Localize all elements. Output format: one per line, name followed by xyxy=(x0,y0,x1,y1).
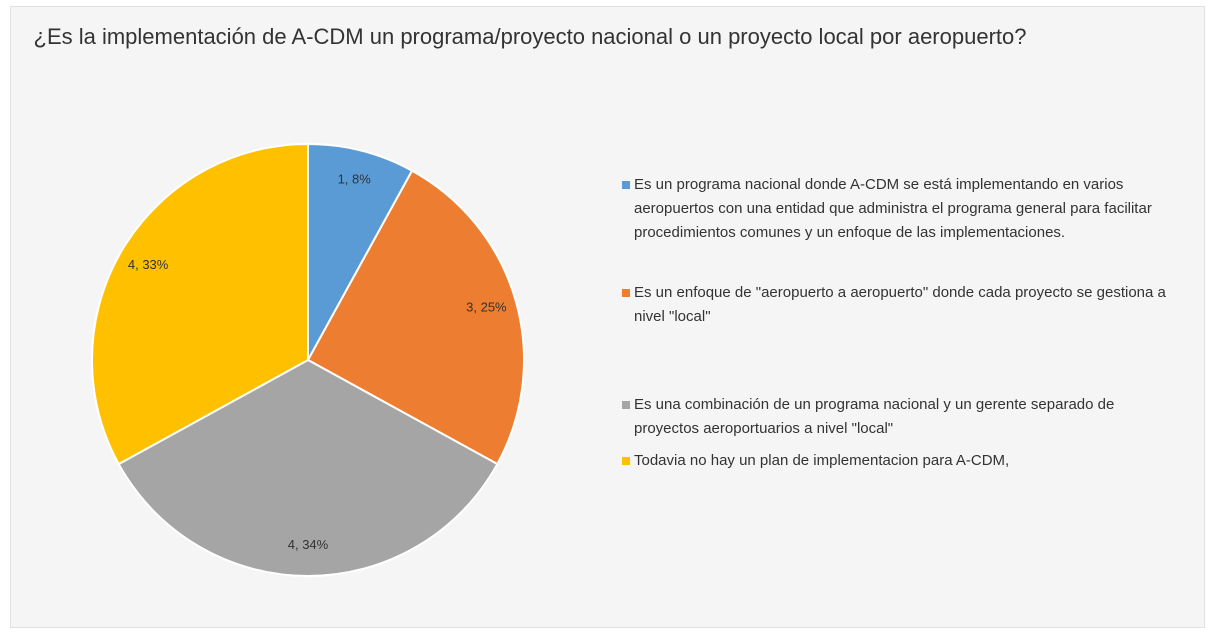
legend-item: Es un programa nacional donde A-CDM se e… xyxy=(622,173,1182,245)
legend-item: Es una combinación de un programa nacion… xyxy=(622,393,1182,441)
pie-slice xyxy=(307,142,414,361)
legend-label: Es un enfoque de "aeropuerto a aeropuert… xyxy=(634,284,1166,325)
data-label: 4, 34% xyxy=(288,537,329,552)
legend-swatch xyxy=(622,289,630,297)
legend-swatch xyxy=(622,181,630,189)
legend-item: Es un enfoque de "aeropuerto a aeropuert… xyxy=(622,281,1182,329)
legend-label: Es una combinación de un programa nacion… xyxy=(634,396,1115,437)
pie-slice xyxy=(306,169,525,466)
data-label: 3, 25% xyxy=(466,300,507,315)
chart-title: ¿Es la implementación de A-CDM un progra… xyxy=(33,24,1027,49)
data-label: 4, 33% xyxy=(128,257,169,272)
legend-swatch xyxy=(622,457,630,465)
pie-slice xyxy=(91,142,309,466)
legend-label: Todavia no hay un plan de implementacion… xyxy=(634,452,1010,469)
legend-swatch xyxy=(622,401,630,409)
data-label: 1, 8% xyxy=(338,172,372,187)
legend-item: Todavia no hay un plan de implementacion… xyxy=(622,449,1182,473)
pie-slice xyxy=(117,358,499,577)
legend-label: Es un programa nacional donde A-CDM se e… xyxy=(634,176,1152,241)
